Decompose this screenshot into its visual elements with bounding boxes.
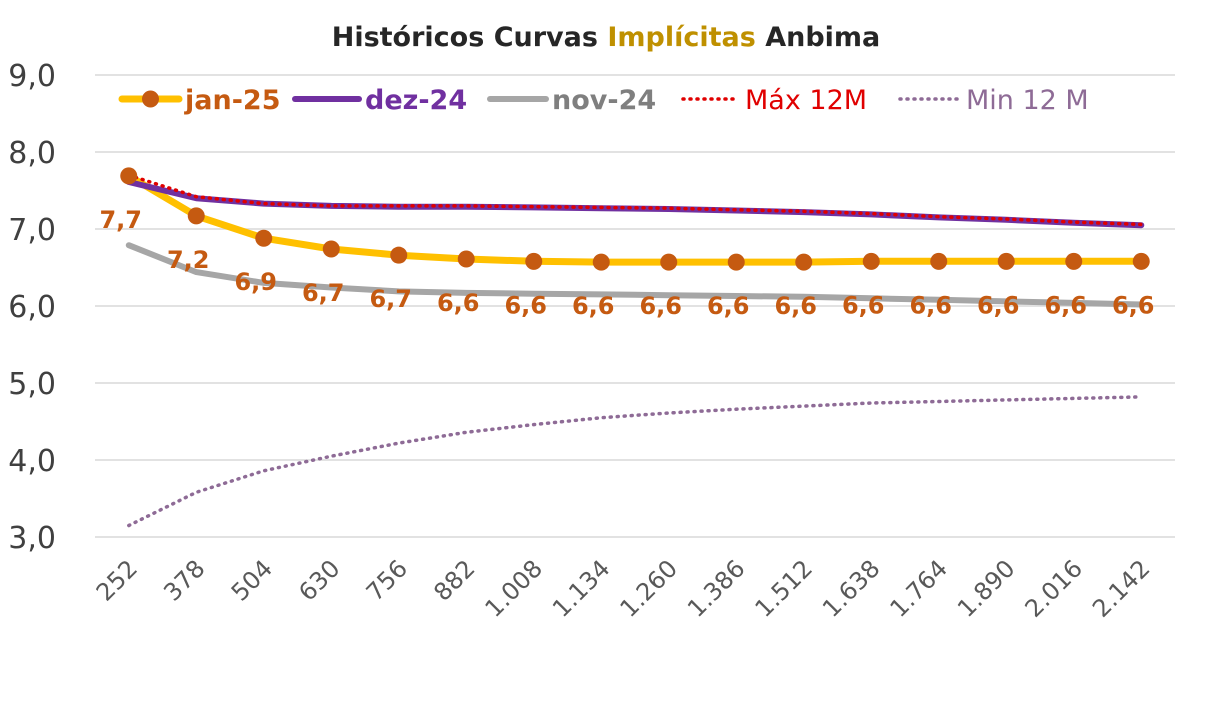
legend-label: Min 12 M [966, 85, 1089, 116]
data-point-marker [1132, 252, 1150, 270]
y-tick-label: 6,0 [8, 290, 56, 325]
legend-label: Máx 12M [745, 85, 867, 116]
data-label: 6,6 [1112, 291, 1155, 319]
x-tick-label: 1.764 [885, 554, 953, 622]
data-point-marker [930, 252, 948, 270]
x-tick-label: 1.890 [952, 554, 1020, 622]
y-axis-ticks: 3,0 4,0 5,0 6,0 7,0 8,0 9,0 [8, 59, 56, 556]
series-line-jan-25 [125, 172, 1145, 266]
x-tick-label: 1.134 [547, 554, 615, 622]
data-label: 6,6 [1044, 291, 1087, 319]
data-point-marker [525, 252, 543, 270]
series-lines [125, 172, 1145, 528]
data-point-marker [660, 253, 678, 271]
chart-title: Históricos Curvas Implícitas Anbima [332, 22, 881, 53]
data-point-marker [997, 252, 1015, 270]
y-tick-label: 7,0 [8, 213, 56, 248]
x-tick-label: 1.386 [682, 554, 750, 622]
x-tick-label: 378 [158, 554, 210, 606]
series-markers [120, 167, 1150, 271]
x-tick-label: 630 [293, 554, 345, 606]
data-point-marker [862, 252, 880, 270]
data-label: 6,6 [639, 292, 682, 320]
y-tick-label: 5,0 [8, 367, 56, 402]
data-point-marker [1065, 252, 1083, 270]
legend-label: nov-24 [552, 85, 656, 116]
legend-label: jan-25 [184, 85, 280, 116]
x-tick-label: 882 [428, 554, 480, 606]
x-tick-label: 1.638 [817, 554, 885, 622]
title-part-0: Históricos Curvas [332, 22, 608, 53]
data-point-marker [727, 253, 745, 271]
data-point-marker [187, 207, 205, 225]
x-tick-label: 1.512 [750, 554, 818, 622]
gridlines [95, 74, 1175, 538]
data-point-marker [390, 246, 408, 264]
data-label: 6,9 [234, 268, 277, 296]
data-label: 6,6 [842, 291, 885, 319]
data-point-marker [592, 253, 610, 271]
series-line-m-x-12m [127, 173, 1144, 227]
y-tick-label: 4,0 [8, 444, 56, 479]
data-point-marker [120, 167, 138, 185]
data-label: 6,6 [707, 292, 750, 320]
x-tick-label: 2.142 [1087, 554, 1155, 622]
legend-label: dez-24 [365, 85, 467, 116]
series-line-nov-24 [125, 242, 1145, 308]
data-label: 6,6 [437, 289, 480, 317]
x-tick-label: 2.016 [1020, 554, 1088, 622]
title-part-1: Implícitas [607, 22, 755, 53]
data-labels: 7,7 7,2 6,9 6,7 6,7 6,6 6,6 6,6 6,6 6,6 6,6 6,6 6,6 6… [99, 206, 1154, 320]
data-label: 7,7 [99, 206, 142, 234]
data-point-marker [255, 229, 273, 247]
data-label: 6,7 [302, 279, 345, 307]
data-label: 6,6 [977, 291, 1020, 319]
data-point-marker [322, 240, 340, 258]
data-label: 7,2 [167, 246, 210, 274]
title-part-2: Anbima [756, 22, 880, 53]
x-tick-label: 504 [226, 554, 278, 606]
data-label: 6,7 [369, 285, 412, 313]
data-label: 6,6 [774, 292, 817, 320]
x-axis-ticks: 252 378 504 630 756 882 1.008 1.134 1.260 1.386 1.… [91, 554, 1156, 622]
y-tick-label: 8,0 [8, 136, 56, 171]
series-line-min-12-m [127, 395, 1144, 528]
y-tick-label: 3,0 [8, 521, 56, 556]
x-tick-label: 1.260 [615, 554, 683, 622]
x-tick-label: 1.008 [480, 554, 548, 622]
legend-marker [142, 90, 159, 108]
data-label: 6,6 [504, 291, 547, 319]
data-point-marker [457, 250, 475, 268]
y-tick-label: 9,0 [8, 59, 56, 94]
data-point-marker [795, 253, 813, 271]
x-tick-label: 756 [361, 554, 413, 606]
data-label: 6,6 [909, 291, 952, 319]
x-tick-label: 252 [91, 554, 143, 606]
data-label: 6,6 [572, 292, 615, 320]
legend: jan-25 dez-24 nov-24 Máx 12M Min 12 M [118, 85, 1089, 116]
